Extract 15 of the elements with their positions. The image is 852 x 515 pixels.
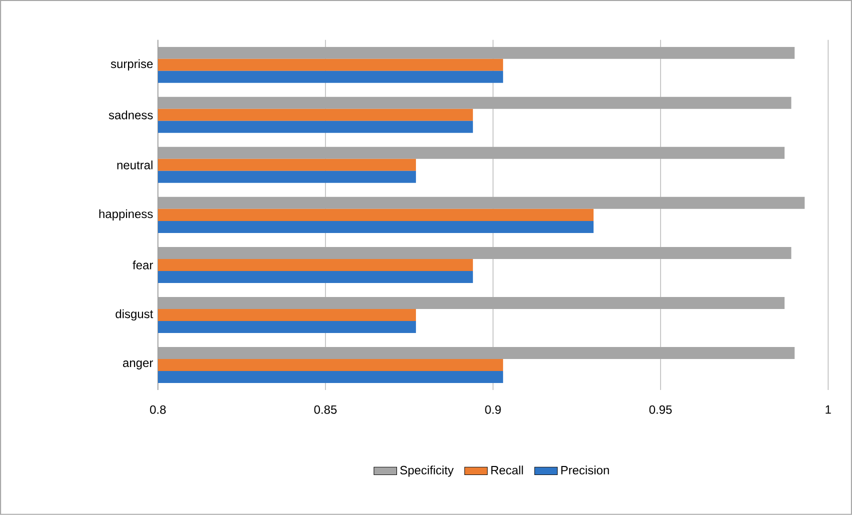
x-tick-label: 0.9 bbox=[485, 405, 501, 414]
y-tick-label: surprise bbox=[110, 59, 153, 71]
x-tick-label: 1 bbox=[826, 405, 831, 414]
legend-label: Specificity bbox=[400, 466, 454, 477]
y-tick-label: happiness bbox=[99, 209, 153, 221]
y-tick-label: fear bbox=[132, 260, 154, 270]
x-tick-label: 0.85 bbox=[314, 405, 337, 414]
legend-label: Recall bbox=[491, 466, 523, 474]
x-tick-label: 0.95 bbox=[649, 405, 672, 414]
y-tick-label: neutral bbox=[117, 160, 152, 170]
legend-label: Precision bbox=[561, 466, 609, 474]
y-tick-label: anger bbox=[123, 360, 154, 370]
x-tick-label: 0.8 bbox=[150, 405, 166, 414]
y-tick-label: disgust bbox=[116, 309, 154, 321]
y-tick-label: sadness bbox=[108, 110, 153, 120]
